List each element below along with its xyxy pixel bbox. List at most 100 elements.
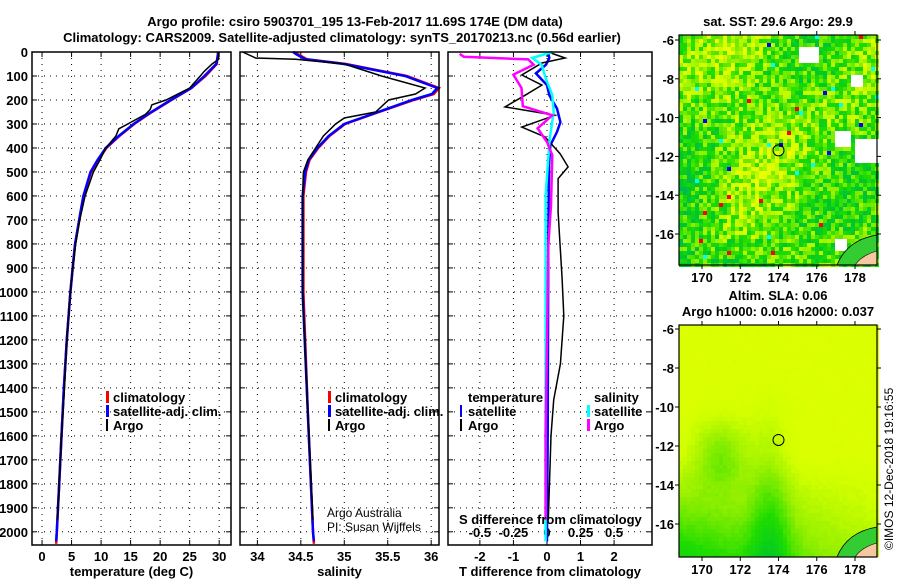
map-cell [795,51,799,55]
map-cell [759,135,763,139]
map-cell [847,47,851,51]
map-cell [763,71,767,75]
map-cell [831,405,835,409]
map-cell [819,75,823,79]
x-tick-label: 25 [182,549,196,564]
map-cell [707,91,711,95]
map-cell [727,461,731,465]
map-cell [827,353,831,357]
map-cell [839,67,843,71]
map-cell [787,63,791,67]
map-cell [711,389,715,393]
map-cell [755,171,759,175]
map-cell [715,95,719,99]
map-cell [823,333,827,337]
map-cell [807,373,811,377]
map-cell [731,135,735,139]
map-cell [815,115,819,119]
map-cell [747,179,751,183]
map-cell [771,433,775,437]
map-cell [847,413,851,417]
map-cell [799,365,803,369]
map-cell [779,191,783,195]
map-cell [723,63,727,67]
map-cell [839,243,843,247]
map-cell [711,139,715,143]
map-cell [843,143,847,147]
map-cell [695,163,699,167]
map-cell [835,365,839,369]
map-cell [695,123,699,127]
map-cell [791,67,795,71]
map-cell [799,39,803,43]
map-cell [747,35,751,39]
map-cell [811,329,815,333]
map-cell [847,175,851,179]
map-cell [779,385,783,389]
map-cell [811,39,815,43]
map-cell [871,381,875,385]
map-cell [751,453,755,457]
map-cell [835,111,839,115]
map-cell [827,99,831,103]
map-cell [711,51,715,55]
map-cell [811,393,815,397]
map-cell [755,51,759,55]
map-cell [863,429,867,433]
map-cell [807,71,811,75]
map-cell [715,79,719,83]
map-cell [827,59,831,63]
map-cell [683,71,687,75]
map-cell [695,135,699,139]
map-cell [791,397,795,401]
map-cell [819,413,823,417]
map-cell [751,393,755,397]
map-cell [735,361,739,365]
map-cell [779,239,783,243]
map-cell [687,87,691,91]
map-cell [739,135,743,139]
map-cell [739,369,743,373]
map-cell [863,147,867,151]
map-cell [779,175,783,179]
map-cell [715,255,719,259]
map-cell [831,341,835,345]
map-cell [723,377,727,381]
map-cell [735,329,739,333]
map-cell [687,187,691,191]
map-cell [707,107,711,111]
map-cell [743,143,747,147]
map-cell [811,417,815,421]
map-cell [747,75,751,79]
map-cell [783,59,787,63]
map-cell [831,167,835,171]
map-cell [739,147,743,151]
map-cell [771,357,775,361]
map-cell [735,131,739,135]
map-cell [739,333,743,337]
map-cell [739,59,743,63]
map-cell [759,211,763,215]
map-cell [795,449,799,453]
map-cell [851,43,855,47]
map-cell [795,377,799,381]
map-cell [831,139,835,143]
map-cell [755,223,759,227]
map-cell [839,147,843,151]
map-cell [731,255,735,259]
map-cell [727,413,731,417]
map-cell [735,389,739,393]
map-cell [775,329,779,333]
map-cell [827,365,831,369]
map-cell [747,441,751,445]
map-cell [811,377,815,381]
map-cell [679,195,683,199]
map-cell [871,349,875,353]
map-cell [835,219,839,223]
map-cell [695,59,699,63]
map-cell [687,325,691,329]
map-cell [847,417,851,421]
map-cell [839,43,843,47]
map-cell [799,171,803,175]
map-cell [847,453,851,457]
